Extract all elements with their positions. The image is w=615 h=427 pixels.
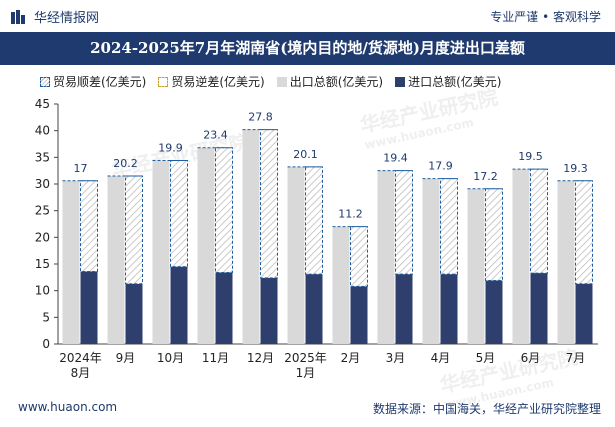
bar-import-10 — [530, 273, 548, 344]
x-tick-label-2: 10月 — [157, 351, 184, 365]
bar-surplus-2 — [170, 160, 188, 268]
legend-label-import: 进口总额(亿美元) — [408, 75, 502, 89]
y-tick-label-9: 45 — [35, 97, 50, 111]
data-label-7: 19.4 — [383, 152, 408, 165]
data-label-5: 20.1 — [293, 148, 318, 161]
bar-export-1 — [107, 176, 125, 344]
brand: 华经情报网 — [10, 7, 99, 26]
data-label-10: 19.5 — [518, 150, 543, 163]
chart-title: 2024-2025年7月年湖南省(境内目的地/货源地)月度进出口差额 — [0, 32, 615, 65]
data-label-0: 17 — [74, 162, 88, 175]
legend-item-surplus: 贸易顺差(亿美元) — [40, 73, 146, 90]
bar-export-6 — [332, 226, 350, 344]
data-label-6: 11.2 — [338, 208, 363, 221]
legend-item-export: 出口总额(亿美元) — [276, 73, 384, 90]
x-tick-label-10: 6月 — [521, 351, 541, 365]
brand-logo-icon — [11, 9, 25, 24]
bar-surplus-3 — [215, 147, 233, 274]
x-tick-label-0: 2024年 — [59, 351, 102, 365]
data-label-11: 19.3 — [563, 162, 588, 175]
x-tick-label-4: 12月 — [247, 351, 274, 365]
y-tick-label-3: 15 — [35, 257, 50, 271]
bar-import-0 — [80, 271, 98, 344]
y-tick-label-7: 35 — [35, 150, 50, 164]
legend-label-surplus: 贸易顺差(亿美元) — [53, 75, 147, 89]
bar-import-6 — [350, 286, 368, 344]
x-tick-label-8: 4月 — [431, 351, 451, 365]
top-bar: 华经情报网 专业严谨 • 客观科学 — [0, 0, 615, 32]
x-tick-label-9: 5月 — [476, 351, 496, 365]
y-tick-label-2: 10 — [35, 284, 50, 298]
bar-surplus-4 — [260, 129, 278, 279]
bar-surplus-0 — [80, 180, 98, 272]
bar-import-11 — [575, 283, 593, 344]
x-tick-label-5-line2: 1月 — [296, 366, 316, 380]
legend-swatch-deficit — [158, 76, 169, 87]
legend-swatch-export — [276, 76, 287, 87]
legend-label-deficit: 贸易逆差(亿美元) — [171, 75, 265, 89]
data-label-9: 17.2 — [473, 170, 498, 183]
bar-import-3 — [215, 272, 233, 344]
bar-import-8 — [440, 274, 458, 344]
data-label-3: 23.4 — [203, 129, 228, 142]
bar-surplus-10 — [530, 168, 548, 274]
y-tick-label-5: 25 — [35, 204, 50, 218]
bar-import-5 — [305, 274, 323, 344]
bar-export-11 — [557, 180, 575, 344]
bar-export-0 — [62, 180, 80, 344]
bar-export-2 — [152, 160, 170, 344]
bar-import-1 — [125, 283, 143, 344]
bar-export-4 — [242, 129, 260, 344]
y-tick-label-1: 5 — [42, 310, 50, 324]
bar-import-4 — [260, 277, 278, 344]
bar-export-7 — [377, 170, 395, 344]
legend-swatch-surplus — [40, 76, 50, 87]
bar-surplus-7 — [395, 170, 413, 275]
data-label-1: 20.2 — [113, 157, 138, 170]
bar-import-9 — [485, 280, 503, 344]
x-tick-label-7: 3月 — [386, 351, 406, 365]
legend-item-deficit: 贸易逆差(亿美元) — [158, 73, 265, 90]
bar-import-2 — [170, 266, 188, 344]
x-tick-label-0-line2: 8月 — [71, 366, 91, 380]
data-label-4: 27.8 — [248, 111, 273, 124]
footer-data-source: 数据来源：中国海关，华经产业研究院整理 — [372, 402, 601, 416]
bar-export-10 — [512, 169, 530, 344]
bar-export-9 — [467, 188, 485, 344]
x-tick-label-6: 2月 — [341, 351, 361, 365]
brand-name: 华经情报网 — [34, 11, 100, 26]
bar-export-8 — [422, 178, 440, 344]
bar-export-3 — [197, 147, 215, 344]
x-tick-label-1: 9月 — [116, 351, 136, 365]
x-tick-label-5: 2025年 — [284, 351, 327, 365]
legend-label-export: 出口总额(亿美元) — [289, 75, 384, 89]
tagline: 专业严谨 • 客观科学 — [490, 10, 601, 24]
y-tick-label-0: 0 — [42, 337, 50, 351]
bar-import-7 — [395, 274, 413, 344]
bar-export-5 — [287, 166, 305, 344]
y-tick-label-4: 20 — [35, 230, 50, 244]
legend: 贸易顺差(亿美元) 贸易逆差(亿美元) 出口总额(亿美元) 进口总额(亿美元) — [40, 73, 514, 90]
y-tick-label-6: 30 — [35, 177, 50, 191]
data-label-8: 17.9 — [428, 160, 453, 173]
bar-surplus-8 — [440, 178, 458, 275]
bar-surplus-11 — [575, 180, 593, 285]
data-label-2: 19.9 — [158, 142, 183, 155]
legend-item-import: 进口总额(亿美元) — [395, 73, 502, 90]
y-tick-label-8: 40 — [35, 124, 50, 138]
x-tick-label-11: 7月 — [566, 351, 586, 365]
legend-swatch-import — [395, 76, 406, 87]
bar-surplus-9 — [485, 188, 503, 282]
bar-surplus-1 — [125, 175, 143, 285]
bar-surplus-6 — [350, 226, 368, 287]
bar-surplus-5 — [305, 166, 323, 275]
x-tick-label-3: 11月 — [202, 351, 229, 365]
footer-source-url: www.huaon.com — [18, 400, 118, 414]
